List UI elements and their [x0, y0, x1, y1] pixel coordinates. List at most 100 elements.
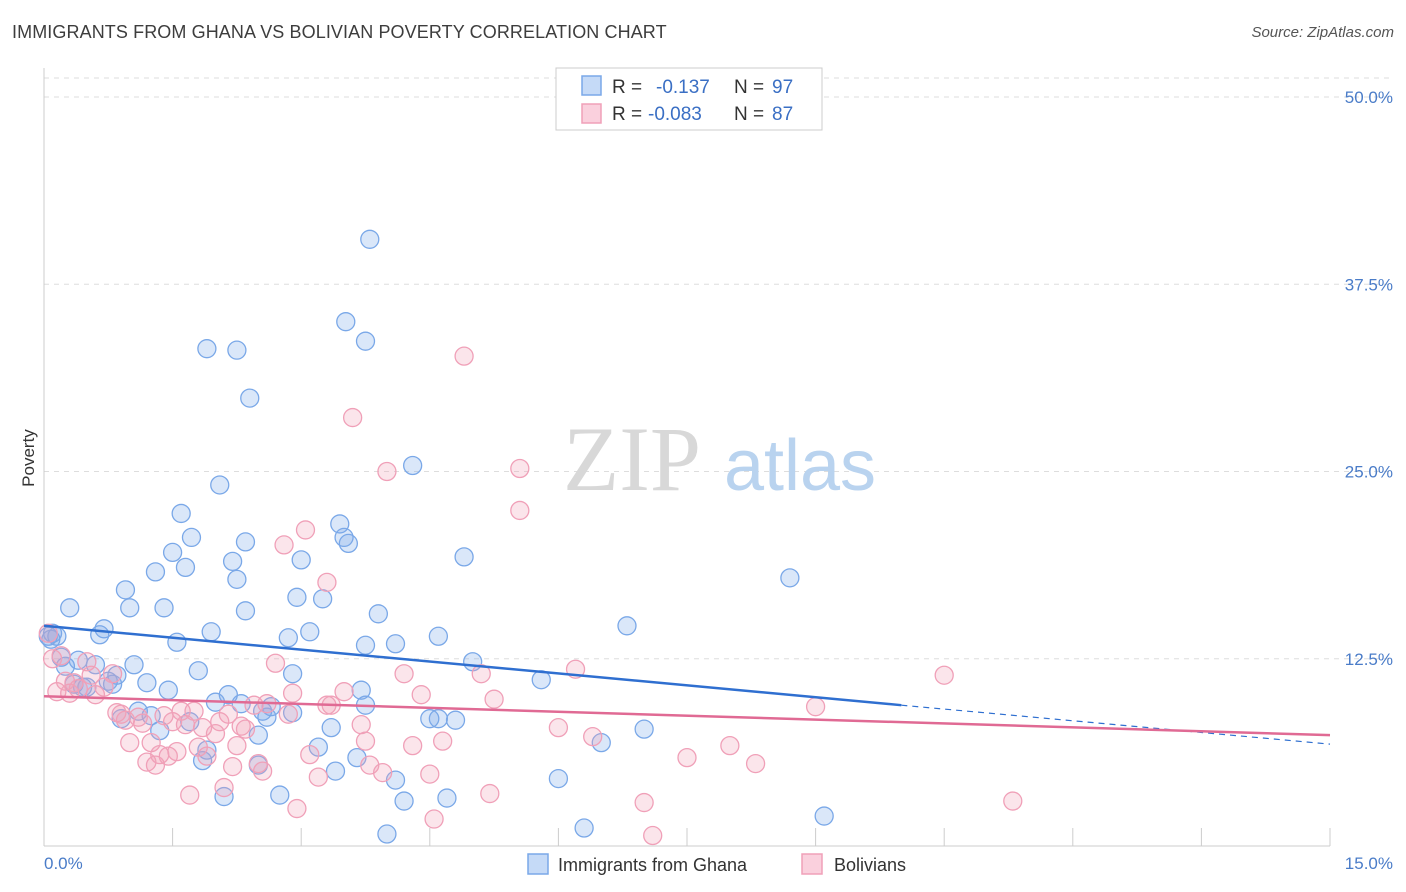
bolivians-point-39: [227, 735, 247, 756]
ghana-point-43: [222, 551, 243, 572]
series-swatch-bolivians: [801, 853, 823, 875]
bolivians-point-60: [355, 731, 376, 751]
bolivians-point-76: [548, 718, 569, 738]
bolivians-point-55: [317, 572, 337, 593]
bolivians-point-75: [510, 500, 530, 521]
ghana-point-61: [300, 622, 320, 642]
ghana-point-96: [351, 680, 371, 700]
legend-r-label-bolivians: R =: [612, 104, 642, 125]
bolivians-point-72: [480, 783, 500, 804]
bolivians-point-86: [1003, 791, 1023, 811]
ghana-point-74: [368, 604, 389, 624]
ghana-point-69: [338, 533, 359, 554]
ghana-point-38: [201, 622, 221, 642]
legend-swatch-ghana: [581, 75, 602, 96]
y-tick-label-1: 25.0%: [1345, 463, 1393, 482]
bolivians-point-34: [205, 724, 226, 744]
ghana-point-29: [167, 632, 187, 652]
bolivians-point-30: [184, 701, 204, 721]
ghana-point-64: [321, 718, 341, 738]
ghana-point-24: [145, 562, 166, 582]
trend-lines: [43, 624, 1331, 745]
legend-n-label-bolivians: N =: [734, 104, 764, 125]
ghana-point-13: [94, 619, 114, 639]
ghana-point-18: [115, 580, 136, 600]
bolivians-point-0: [38, 623, 58, 643]
bolivians-point-83: [745, 753, 766, 774]
bolivians-point-50: [287, 798, 307, 819]
ghana-point-22: [137, 673, 157, 693]
ghana-point-31: [175, 557, 196, 578]
ghana-point-79: [385, 634, 406, 654]
y-tick-label-2: 37.5%: [1345, 275, 1393, 294]
watermark-zip: ZIP: [563, 408, 701, 510]
ghana-point-49: [240, 388, 260, 408]
bolivians-point-66: [411, 685, 431, 705]
ghana-point-60: [291, 550, 311, 570]
bolivians-point-79: [634, 792, 654, 813]
ghana-point-27: [158, 680, 178, 700]
bolivians-point-71: [471, 664, 491, 684]
bolivians-point-26: [167, 741, 187, 762]
bolivians-point-46: [265, 653, 286, 673]
series-name-ghana: Immigrants from Ghana: [558, 855, 748, 875]
legend-r-value-bolivians: -0.083: [648, 104, 702, 125]
bolivians-point-82: [720, 735, 740, 756]
data-points: [38, 229, 1023, 846]
ghana-point-94: [814, 806, 834, 826]
ghana-point-71: [355, 635, 376, 655]
ghana-point-19: [120, 598, 140, 618]
bolivians-point-58: [342, 407, 363, 428]
ghana-point-59: [287, 587, 307, 607]
ghana-point-53: [257, 707, 277, 727]
bolivians-point-80: [643, 825, 663, 846]
ghana-trend-extension: [901, 704, 1331, 745]
y-tick-label-3: 50.0%: [1345, 88, 1393, 107]
y-axis-label: Poverty: [19, 429, 38, 487]
ghana-point-34: [188, 661, 208, 681]
bolivians-point-12: [102, 664, 123, 684]
ghana-point-45: [227, 569, 247, 590]
bolivians-point-62: [372, 762, 393, 783]
bolivians-point-16: [120, 732, 140, 753]
bolivians-point-36: [214, 777, 234, 798]
ghana-point-91: [617, 616, 637, 636]
bolivians-point-70: [454, 346, 474, 366]
ghana-point-68: [336, 312, 356, 332]
y-tick-label-0: 12.5%: [1345, 650, 1393, 669]
ghana-point-89: [574, 818, 594, 838]
ghana-point-83: [437, 788, 457, 808]
bolivians-point-51: [295, 520, 316, 540]
ghana-point-65: [325, 761, 346, 781]
x-tick-label-0: 0.0%: [44, 854, 83, 873]
ghana-point-72: [355, 331, 376, 351]
bolivians-point-57: [334, 682, 354, 702]
tick-labels: 12.5% 25.0% 37.5% 50.0% 0.0% 15.0%: [44, 88, 1393, 873]
ghana-point-82: [428, 709, 449, 729]
bolivians-point-9: [81, 665, 101, 685]
bolivians-point-11: [94, 677, 114, 697]
bolivians-point-67: [420, 764, 440, 784]
ghana-point-78: [403, 455, 423, 476]
axes: [43, 68, 1331, 847]
x-tick-label-1: 15.0%: [1345, 854, 1393, 873]
watermark: ZIP atlas: [563, 408, 876, 510]
bolivians-point-38: [222, 756, 243, 777]
bolivians-point-7: [68, 679, 88, 699]
bolivians-point-74: [510, 458, 530, 479]
series-legend: Immigrants from Ghana Bolivians: [527, 853, 906, 875]
bolivians-point-69: [433, 731, 453, 751]
ghana-point-63: [312, 589, 333, 609]
correlation-legend: R = -0.137 N = 97 R = -0.083 N = 87: [555, 67, 823, 131]
ghana-point-20: [124, 655, 144, 675]
legend-n-label-ghana: N =: [734, 77, 764, 98]
ghana-point-75: [377, 824, 397, 844]
bolivians-point-49: [282, 683, 303, 703]
ghana-point-56: [278, 628, 298, 648]
bolivians-point-59: [351, 715, 371, 735]
bolivians-point-65: [403, 735, 423, 756]
bolivians-point-29: [180, 785, 200, 805]
ghana-point-44: [227, 340, 247, 360]
ghana-point-33: [181, 527, 202, 548]
